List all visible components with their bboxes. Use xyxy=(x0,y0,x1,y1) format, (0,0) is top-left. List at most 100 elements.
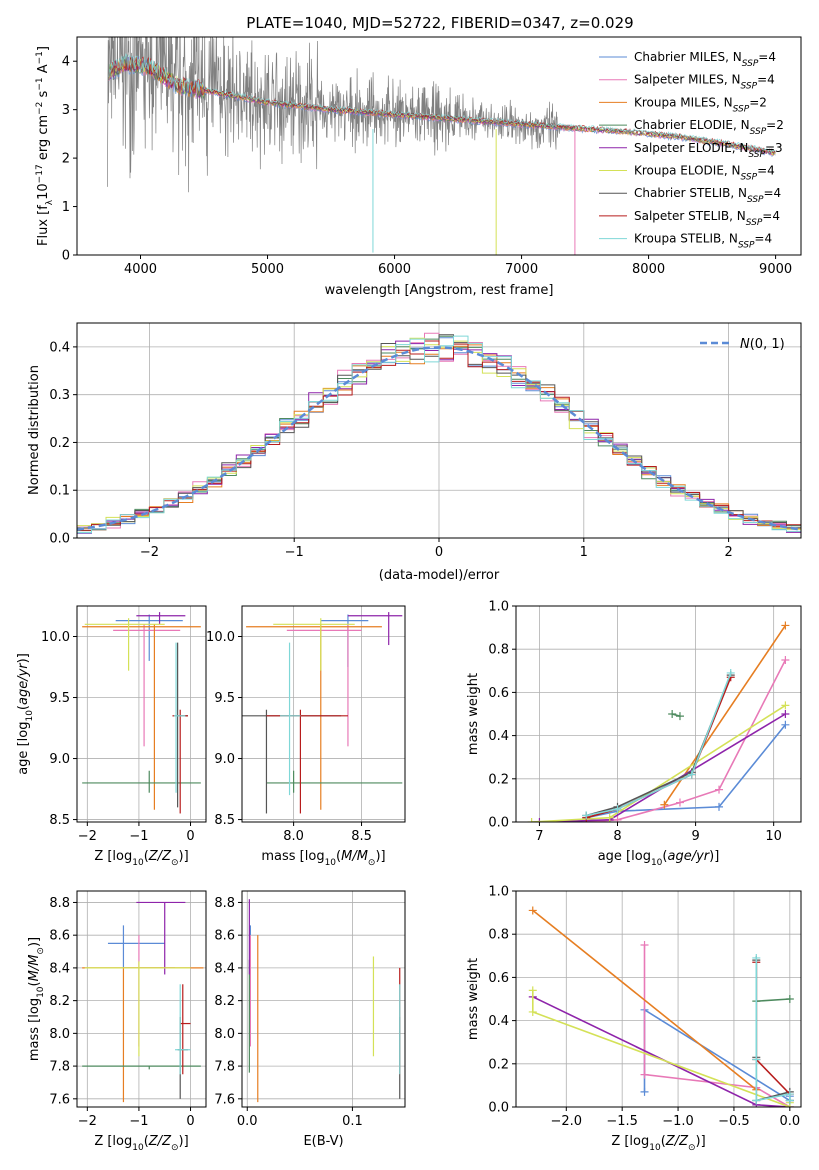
y-axis-label-part: age [log xyxy=(16,722,31,775)
axes-frame xyxy=(515,605,802,823)
y-axis-label-part: M/M xyxy=(27,955,42,982)
x-axis-label: Z [log10(Z/Z⊙)] xyxy=(94,1134,188,1153)
x-axis-label-part: )] xyxy=(179,1134,189,1149)
x-tick-label: −2 xyxy=(78,829,97,844)
y-tick-label: 0.3 xyxy=(49,388,70,403)
y-tick-label: 0.0 xyxy=(488,816,509,831)
x-tick-label: −0.5 xyxy=(718,1114,750,1129)
x-axis-label: (data-model)/error xyxy=(379,568,500,583)
y-tick-label: 0.0 xyxy=(49,532,70,547)
y-axis-label-part: 10 xyxy=(36,183,51,200)
y-tick-label: 0.4 xyxy=(49,340,70,355)
x-tick-label: −1 xyxy=(129,829,148,844)
y-tick-label: 1.0 xyxy=(488,885,509,900)
legend-label-part: =3 xyxy=(765,141,783,155)
x-tick-label: 9000 xyxy=(759,262,792,277)
legend-label-part: N xyxy=(740,337,750,352)
y-tick-label: 3 xyxy=(62,103,70,118)
x-tick-label: 0 xyxy=(186,1114,194,1129)
legend-label-part: Chabrier ELODIE, N xyxy=(634,118,750,132)
series-chabrier-stelib xyxy=(586,674,732,817)
y-tick-label: 0.4 xyxy=(488,1014,509,1029)
y-tick-label: 4 xyxy=(62,55,70,70)
y-tick-label: 8.8 xyxy=(49,896,70,911)
y-tick-label: 0.6 xyxy=(488,971,509,986)
y-tick-label: 0.2 xyxy=(488,1057,509,1072)
legend-label-part: (0, 1) xyxy=(750,337,785,352)
x-axis-label-part: Z [log xyxy=(94,1134,132,1149)
legend-label-part: =4 xyxy=(764,186,782,200)
x-tick-label: 0 xyxy=(435,545,443,560)
y-tick-label: 7.6 xyxy=(214,1092,235,1107)
marker xyxy=(675,712,684,721)
x-axis-label-part: 10 xyxy=(132,858,144,868)
marker xyxy=(640,1087,649,1096)
x-tick-label: 0 xyxy=(186,829,194,844)
x-axis-label-part: Z/Z xyxy=(665,1134,689,1149)
marker xyxy=(715,785,724,794)
legend-label-part: Salpeter MILES, N xyxy=(634,73,741,87)
x-tick-label: 0.0 xyxy=(237,1114,258,1129)
y-tick-label: 1.0 xyxy=(488,600,509,615)
legend-label-part: =2 xyxy=(766,118,784,132)
marker xyxy=(781,720,790,729)
legend-label-part: SSP xyxy=(741,82,758,92)
legend-label-part: Salpeter ELODIE, N xyxy=(634,141,748,155)
legend-label-part: SSP xyxy=(738,241,755,251)
y-tick-label: 8.2 xyxy=(49,994,70,1009)
x-axis-label-part: )] xyxy=(709,849,719,864)
y-tick-label: 8.6 xyxy=(214,929,235,944)
x-axis-label-part: ( xyxy=(144,1134,149,1149)
marker xyxy=(527,818,536,822)
x-axis-label-part: )] xyxy=(696,1134,706,1149)
x-tick-label: 7 xyxy=(535,829,543,844)
x-tick-label: 7000 xyxy=(505,262,538,277)
x-tick-label: −1.5 xyxy=(606,1114,638,1129)
axes-frame xyxy=(241,605,406,823)
y-tick-label: 8.0 xyxy=(214,1027,235,1042)
series-salpeter-stelib xyxy=(755,962,791,1095)
legend-label-part: Kroupa ELODIE, N xyxy=(634,164,741,178)
x-axis-label-part: age [log xyxy=(598,849,651,864)
y-tick-label: 2 xyxy=(62,152,70,167)
y-axis-label-part: ⊙ xyxy=(36,947,46,955)
marker xyxy=(640,1070,649,1079)
marker xyxy=(668,710,677,718)
x-tick-label: 8.0 xyxy=(283,829,304,844)
axes-frame xyxy=(76,36,802,256)
y-tick-label: 0.2 xyxy=(488,772,509,787)
y-tick-label: 0 xyxy=(62,249,70,264)
series-salpeter-stelib xyxy=(586,677,732,819)
legend-label-part: SSP xyxy=(746,218,763,228)
marker xyxy=(781,656,790,664)
plot-area xyxy=(248,899,401,1103)
legend-label-part: SSP xyxy=(741,173,758,183)
y-tick-label: 8.2 xyxy=(214,994,235,1009)
marker xyxy=(781,710,790,718)
legend-label-part: SSP xyxy=(742,59,759,69)
x-axis-label-part: ( xyxy=(144,849,149,864)
marker xyxy=(605,813,614,822)
panel-mass_weight_vs_Z: −2.0 −1.5 −1.0 −0.5 0.0 0.0 0.2 0.4 0.6 0.8 1.0 Z [… xyxy=(466,885,802,1153)
series-chabrier-miles xyxy=(643,1008,791,1102)
y-axis-label: mass weight xyxy=(466,958,481,1040)
x-axis-label: mass [log10(M/M⊙)] xyxy=(261,849,385,868)
x-tick-label: 8.5 xyxy=(351,829,372,844)
y-axis-label-part: −17 xyxy=(35,164,45,183)
y-tick-label: 8.5 xyxy=(214,813,235,828)
x-axis-label-part: ⊙ xyxy=(688,1143,696,1153)
y-axis-label-part: Flux [f xyxy=(36,205,51,246)
x-axis-label-part: Z/Z xyxy=(148,1134,172,1149)
marker xyxy=(752,1096,761,1105)
y-tick-label: 1 xyxy=(62,200,70,215)
y-axis-label-part: −1 xyxy=(35,77,45,90)
plot-area xyxy=(82,612,201,814)
y-axis-label: mass weight xyxy=(466,673,481,755)
x-axis-label-part: 10 xyxy=(651,858,663,868)
y-axis-label-part: A xyxy=(36,64,51,77)
x-axis-label-part: Z [log xyxy=(94,849,132,864)
y-tick-label: 7.6 xyxy=(49,1092,70,1107)
marker xyxy=(785,1096,794,1105)
x-tick-label: 8 xyxy=(613,829,621,844)
legend-label: N(0, 1) xyxy=(740,337,785,352)
